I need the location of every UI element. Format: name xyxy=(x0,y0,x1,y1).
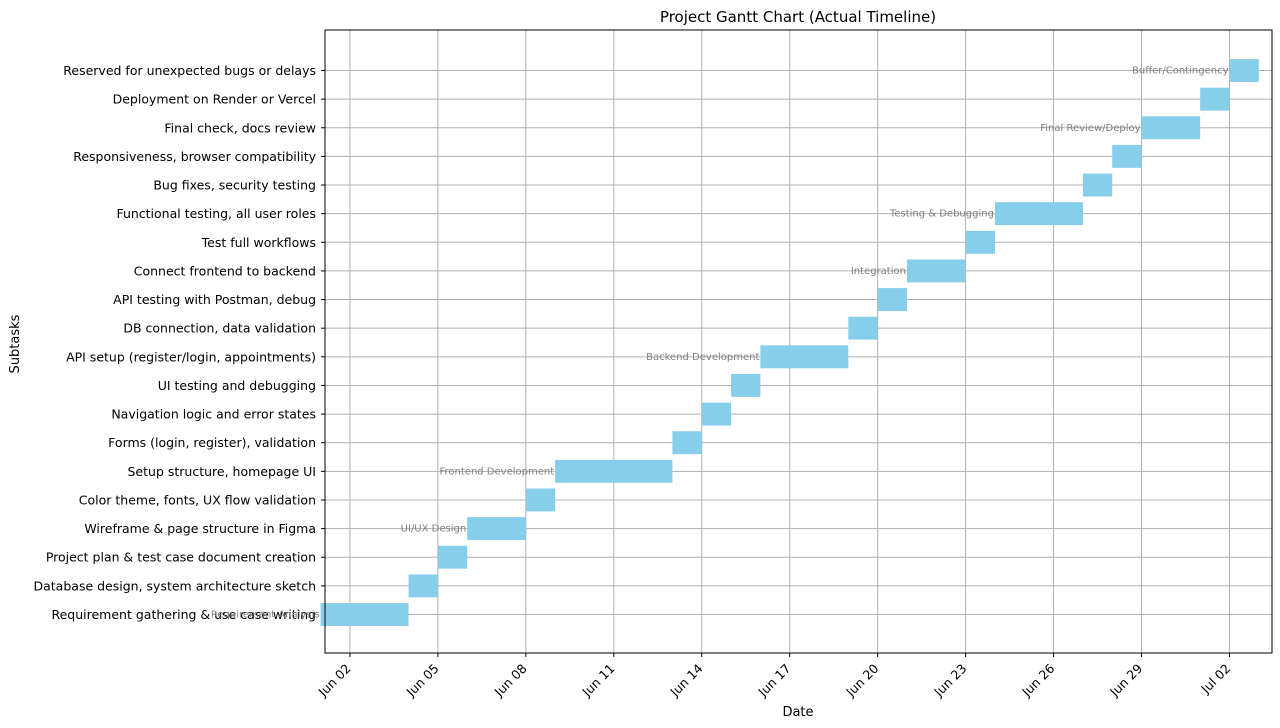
task-bar xyxy=(525,488,556,512)
y-tick-label: Bug fixes, security testing xyxy=(153,178,316,193)
task-bar xyxy=(408,574,438,598)
y-tick-label: Forms (login, register), validation xyxy=(108,435,316,450)
phase-annotation: UI/UX Design xyxy=(401,524,467,535)
plot-frame xyxy=(324,29,1273,654)
y-tick-label: Navigation logic and error states xyxy=(111,407,316,422)
y-tick-label: Project plan & test case document creati… xyxy=(46,550,316,565)
phase-annotation: Requirement Analysis xyxy=(211,610,320,621)
task-bar xyxy=(672,431,702,455)
task-bar xyxy=(1082,173,1113,197)
y-tick-label: Setup structure, homepage UI xyxy=(128,464,317,479)
y-tick-label: Test full workflows xyxy=(201,235,316,250)
phase-annotation: Testing & Debugging xyxy=(889,209,994,220)
y-tick-label: Color theme, fonts, UX flow validation xyxy=(79,492,316,507)
task-bar xyxy=(1112,144,1142,168)
task-bar xyxy=(1141,116,1201,140)
y-tick-label: Database design, system architecture ske… xyxy=(34,578,317,593)
phase-annotation: Backend Development xyxy=(646,352,759,363)
y-axis-label: Subtasks xyxy=(8,314,23,373)
task-bar xyxy=(1229,59,1259,82)
chart-title: Project Gantt Chart (Actual Timeline) xyxy=(660,8,936,26)
phase-annotation: Integration xyxy=(851,266,906,277)
task-bar xyxy=(906,259,966,283)
task-bar xyxy=(994,202,1083,226)
y-tick-label: API setup (register/login, appointments) xyxy=(66,349,316,364)
task-bar xyxy=(760,345,849,369)
task-bar xyxy=(701,402,732,426)
task-bar xyxy=(467,517,526,541)
y-tick-label: Reserved for unexpected bugs or delays xyxy=(63,63,316,78)
task-bar xyxy=(848,316,878,340)
task-bar xyxy=(437,545,468,569)
phase-annotation: Buffer/Contingency xyxy=(1132,66,1229,77)
task-bar xyxy=(555,459,673,483)
task-bar xyxy=(877,288,907,312)
task-bar xyxy=(731,373,761,397)
y-tick-label: Connect frontend to backend xyxy=(134,263,316,278)
y-tick-label: Deployment on Render or Vercel xyxy=(113,92,316,107)
task-bar xyxy=(965,230,995,254)
task-bar xyxy=(1200,87,1230,111)
phase-annotation: Frontend Development xyxy=(440,466,555,477)
phase-annotation: Final Review/Deploy xyxy=(1040,123,1140,134)
y-tick-label: UI testing and debugging xyxy=(158,378,316,393)
y-tick-label: Wireframe & page structure in Figma xyxy=(84,521,316,536)
y-tick-label: Responsiveness, browser compatibility xyxy=(73,149,316,164)
y-tick-label: Requirement gathering & use case writing xyxy=(51,607,316,622)
y-tick-label: Final check, docs review xyxy=(164,120,316,135)
y-tick-label: DB connection, data validation xyxy=(123,321,316,336)
y-tick-label: Functional testing, all user roles xyxy=(116,206,316,221)
y-tick-label: API testing with Postman, debug xyxy=(113,292,316,307)
x-axis-label: Date xyxy=(782,705,813,720)
task-bar xyxy=(320,603,409,626)
